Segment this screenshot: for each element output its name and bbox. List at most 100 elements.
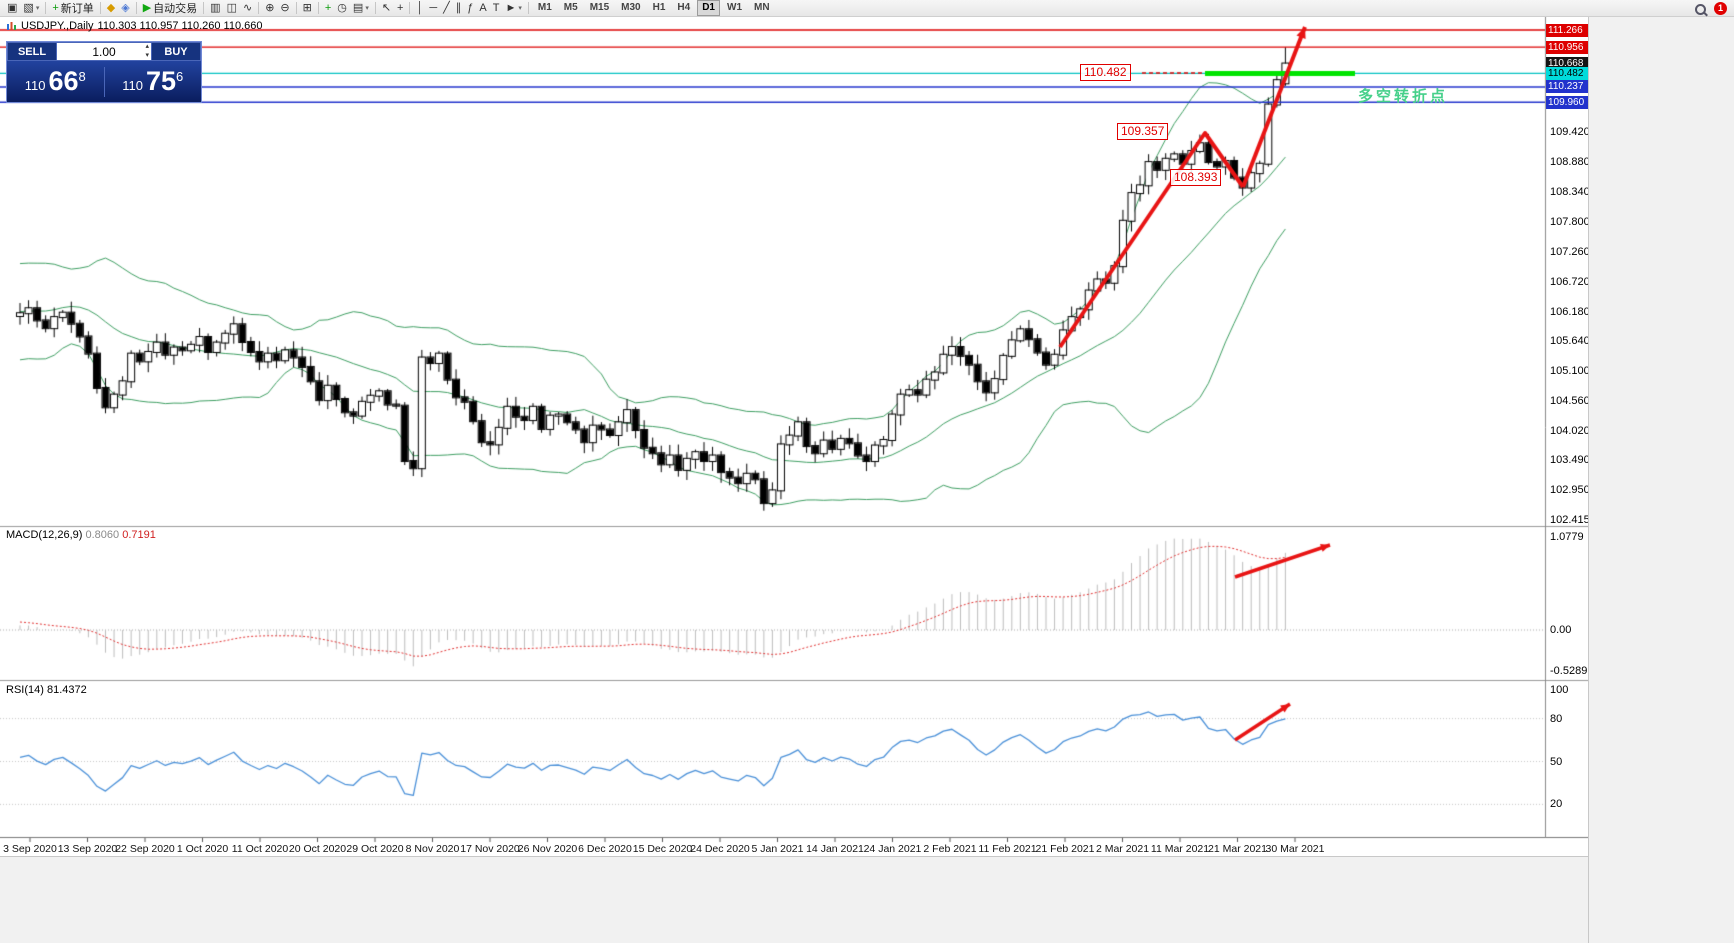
bar-chart-icon[interactable]: ▥ [210,1,221,14]
new-order-button[interactable]: + 新订单 [52,1,94,16]
date-label: 11 Feb 2021 [978,843,1037,855]
add-indicator-icon[interactable]: + [324,1,332,14]
period-icon[interactable]: ◷ [337,1,347,14]
price-axis-label: 103.490 [1550,454,1588,467]
date-label: 15 Dec 2020 [632,843,693,855]
date-label: 8 Nov 2020 [405,843,460,855]
channel-icon[interactable]: ∥ [455,1,462,14]
price-axis-label: 104.560 [1550,395,1588,408]
price-axis-label: 109.420 [1550,126,1588,139]
date-label: 29 Oct 2020 [346,843,404,855]
timeframe-mn[interactable]: MN [754,2,770,13]
timeframe-m1[interactable]: M1 [537,2,552,13]
panel-divider-rsi[interactable] [0,679,1588,683]
price-tag: 111.266 [1546,23,1588,37]
notification-badge[interactable]: 1 [1714,2,1727,15]
toolbar-separator [409,2,411,14]
rsi-axis-label: 20 [1550,798,1563,811]
date-label: 22 Sep 2020 [115,843,175,855]
date-label: 14 Jan 2021 [806,843,864,855]
ohlc-values: 110.303 110.957 110.260 110.660 [97,20,263,32]
line-chart-icon[interactable]: ∿ [242,1,253,14]
cursor-icon[interactable]: ↖ [381,1,392,14]
price-note-110482[interactable]: 110.482 [1080,64,1131,81]
date-label: 24 Jan 2021 [863,843,922,855]
zoom-out-icon[interactable]: ⊖ [280,1,290,14]
chart-canvas[interactable] [0,17,1588,856]
date-label: 11 Mar 2021 [1150,843,1210,855]
auto-trading-button[interactable]: ▶ 自动交易 [142,1,198,16]
tile-windows-icon[interactable]: ⊞ [302,1,312,14]
metaeditor-icon[interactable]: ◆ [106,1,116,14]
chart-window: USDJPY.,Daily 110.303 110.957 110.260 11… [0,17,1588,856]
timeframe-m30[interactable]: M30 [621,2,641,13]
toolbar-separator [99,2,101,14]
price-note-109357[interactable]: 109.357 [1117,123,1169,140]
lot-decrease-button[interactable]: ▾ [145,52,149,59]
fibonacci-icon[interactable]: ƒ [467,1,474,14]
macd-axis-label: 1.0779 [1550,530,1584,543]
price-axis-label: 106.180 [1550,305,1588,318]
price-axis-label: 104.020 [1550,425,1588,438]
toolbar-separator [135,2,137,14]
date-label: 3 Sep 2020 [3,843,57,855]
price-tag: 110.956 [1546,40,1588,54]
macd-axis-label: 0.00 [1550,624,1572,636]
ask-price: 110 75 6 [122,66,184,96]
arrows-icon[interactable]: ► ▾ [505,1,522,14]
search-icon[interactable] [1695,4,1706,15]
lot-size-input[interactable]: 1.00 ▴ ▾ [57,42,151,61]
horizontal-line-icon[interactable]: ─ [429,1,438,14]
label-icon[interactable]: T [492,1,500,14]
price-note-108393[interactable]: 108.393 [1170,169,1222,186]
date-label: 24 Dec 2020 [690,843,750,855]
timeframe-w1[interactable]: W1 [727,2,742,13]
macd-label: MACD(12,26,9) 0.8060 0.7191 [6,529,156,541]
date-label: 1 Oct 2020 [176,843,229,855]
zoom-in-icon[interactable]: ⊕ [265,1,275,14]
symbol-period-label: USDJPY.,Daily [21,20,94,32]
panel-divider-macd[interactable] [0,525,1588,529]
text-icon[interactable]: A [479,1,487,14]
vertical-line-icon[interactable]: │ [416,1,424,14]
date-label: 21 Feb 2021 [1035,843,1095,855]
chart-icon [7,21,16,30]
rsi-axis-label: 50 [1550,755,1563,768]
lot-size-value: 1.00 [92,44,116,59]
buy-button[interactable]: BUY [151,42,201,61]
price-axis-label: 102.950 [1550,484,1588,497]
template-icon[interactable]: ▤ ▾ [352,1,369,14]
options-icon[interactable]: ◈ [121,1,130,14]
price-tag: 110.668 [1546,56,1588,70]
date-label: 6 Dec 2020 [578,843,632,855]
new-chart-icon[interactable]: ▣ [7,1,18,14]
timeframe-h4[interactable]: H4 [677,2,691,13]
crosshair-icon[interactable]: + [397,1,404,14]
timeframe-d1[interactable]: D1 [697,0,720,16]
price-divider [103,66,105,97]
price-axis-label: 107.800 [1550,215,1588,228]
bid-price: 110 66 8 [24,66,86,96]
timeframe-h1[interactable]: H1 [652,2,666,13]
lot-increase-button[interactable]: ▴ [145,43,149,50]
date-label: 2 Mar 2021 [1095,843,1150,855]
timeframe-m15[interactable]: M15 [589,2,610,13]
date-label: 21 Mar 2021 [1208,843,1267,855]
candlestick-chart-icon[interactable]: ◫ [226,1,237,14]
profiles-icon[interactable]: ▧ ▾ [23,1,40,14]
date-label: 5 Jan 2021 [751,843,804,855]
rsi-axis-label: 100 [1550,684,1569,696]
toolbar-separator [45,2,47,14]
price-axis-label: 108.340 [1550,185,1588,198]
date-label: 11 Oct 2020 [231,843,289,855]
toolbar-separator [527,2,529,14]
rsi-axis-label: 80 [1550,712,1563,725]
trendline-icon[interactable]: ╱ [443,1,450,14]
chart-title: USDJPY.,Daily 110.303 110.957 110.260 11… [6,20,263,32]
date-label: 17 Nov 2020 [460,843,520,855]
sell-button[interactable]: SELL [7,42,57,61]
turning-point-note[interactable]: 多空转折点 [1358,88,1449,105]
price-axis-label: 107.260 [1550,245,1588,258]
timeframe-m5[interactable]: M5 [563,2,578,13]
